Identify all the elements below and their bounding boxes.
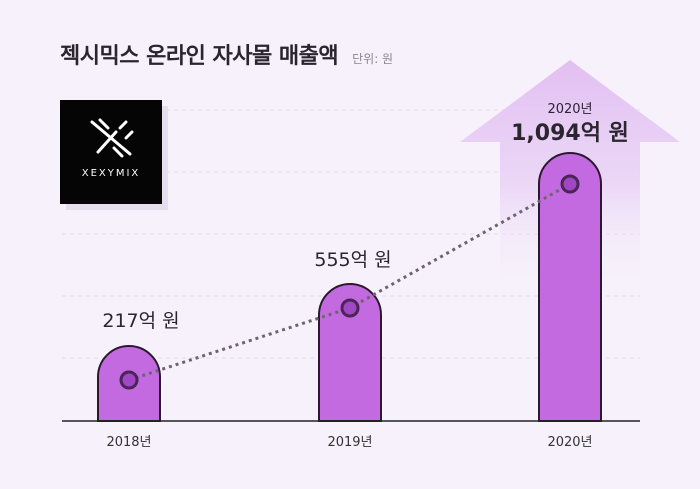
bar-2: [318, 283, 382, 422]
data-points: [119, 174, 580, 390]
bars: [97, 152, 602, 422]
x-tick-label-2: 2019년: [327, 435, 372, 450]
brand-logo: XEXYMIX: [60, 100, 162, 204]
value-label-1: 217억 원: [102, 310, 179, 332]
chart-header: 젝시믹스 온라인 자사몰 매출액 단위: 원: [60, 38, 393, 70]
bar-3: [538, 152, 602, 422]
x-tick-label-3: 2020년: [547, 435, 592, 450]
value-label-2: 555억 원: [314, 249, 391, 271]
data-point-1: [119, 370, 139, 390]
xexymix-mark-icon: [90, 118, 134, 158]
highlight-value-label: 1,094억 원: [511, 121, 629, 146]
logo-text: XEXYMIX: [81, 168, 141, 179]
labels: 2018년 2019년 2020년 217억 원 555억 원 2020년 1,094억 원: [102, 102, 629, 450]
chart-title: 젝시믹스 온라인 자사몰 매출액: [60, 44, 339, 69]
data-point-3: [560, 174, 580, 194]
highlight-year-label: 2020년: [547, 102, 592, 117]
data-point-2: [340, 298, 360, 318]
x-tick-label-1: 2018년: [106, 435, 151, 450]
unit-label: 단위: 원: [352, 52, 394, 66]
